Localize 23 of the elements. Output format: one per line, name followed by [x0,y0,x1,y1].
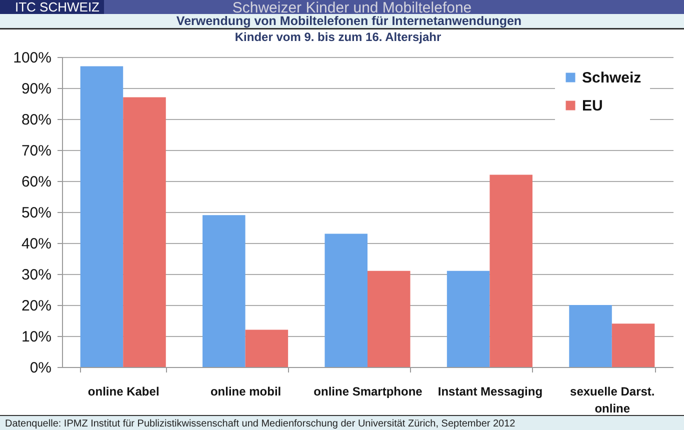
x-tick-label: online Smartphone [314,384,423,398]
x-tick-label: sexuelle Darst. online [570,384,655,416]
legend-label: EU [582,98,603,114]
chart-subtitle: Verwendung von Mobiltelefonen für Internetanwendungen [176,14,522,28]
y-tick-label: 70% [21,142,52,160]
y-tick-label: 10% [21,328,52,346]
text: Datenquelle: IPMZ Institut für Publizistikwissenschaft und Medienforschung der Universität Zürich, September 2012 [5,418,516,430]
text: Kinder vom 9. bis zum 16. Altersjahr [234,30,442,44]
y-tick-label: 0% [30,360,52,376]
y-tick-label: 60% [21,174,52,190]
y-tick-label: 90% [21,80,52,98]
legend-label: Schweiz [582,70,642,86]
y-tick-label: 20% [21,298,52,314]
chart-title: Schweizer Kinder und Mobiltelefone [232,0,472,16]
y-tick-label: 30% [21,266,52,284]
y-tick-label: 50% [21,204,52,222]
y-tick-label: 100% [13,50,52,66]
text: ITC SCHWEIZ [15,0,100,14]
y-tick-label: 40% [21,236,52,252]
x-tick-label: Instant Messaging [438,384,543,398]
y-tick-label: 80% [21,112,52,128]
x-tick-label: online mobil [210,384,282,398]
x-tick-label: online Kabel [88,384,160,398]
